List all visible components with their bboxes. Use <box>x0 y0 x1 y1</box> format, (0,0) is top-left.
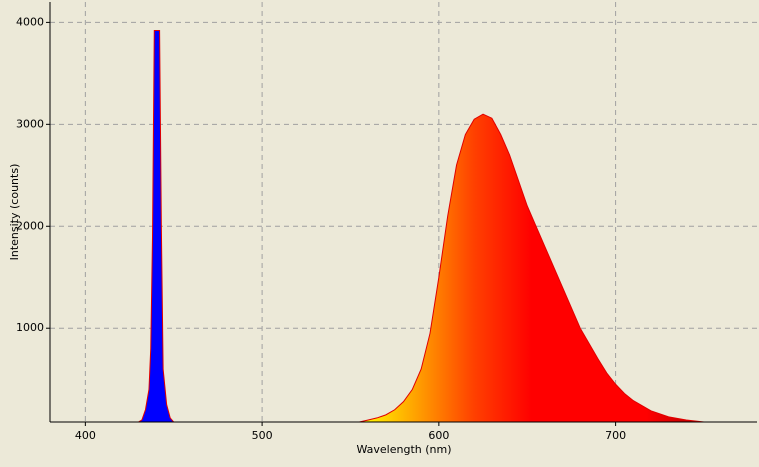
x-tick-label: 700 <box>605 429 626 442</box>
x-tick-label: 600 <box>428 429 449 442</box>
y-tick-label: 3000 <box>16 117 44 130</box>
y-tick-label: 2000 <box>16 219 44 232</box>
x-tick-label: 400 <box>75 429 96 442</box>
spectrum-area <box>359 113 705 423</box>
spectrum-area <box>136 30 175 423</box>
y-tick-label: 1000 <box>16 321 44 334</box>
x-axis-label: Wavelength (nm) <box>356 443 451 456</box>
y-tick-label: 4000 <box>16 15 44 28</box>
y-axis-label: Intensity (counts) <box>8 164 21 261</box>
x-tick-label: 500 <box>252 429 273 442</box>
